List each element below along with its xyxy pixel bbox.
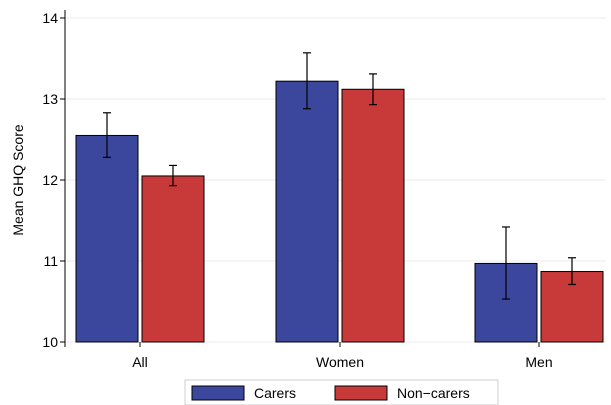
y-tick-label: 11	[43, 253, 58, 269]
error-bars	[103, 52, 576, 300]
legend-label: Carers	[254, 385, 296, 401]
y-tick-label: 12	[42, 172, 58, 188]
y-tick-label: 13	[42, 91, 58, 107]
x-tick-label: All	[132, 354, 148, 370]
bar-women-0	[275, 80, 339, 343]
bar-all-0	[75, 134, 139, 343]
y-tick-label: 14	[42, 10, 58, 26]
y-axis-label: Mean GHQ Score	[10, 124, 26, 235]
legend: Carers Non−carers	[184, 379, 499, 405]
x-tick-label: Women	[316, 354, 364, 370]
bar-all-1	[141, 175, 205, 343]
x-axis-ticks: All Women Men	[132, 342, 553, 370]
y-axis-ticks: 10 11 12 13 14	[42, 10, 65, 350]
legend-label: Non−carers	[397, 385, 470, 401]
y-tick-label: 10	[42, 334, 58, 350]
legend-swatch	[191, 385, 245, 401]
x-tick-label: Men	[525, 354, 552, 370]
legend-swatch	[334, 385, 388, 401]
bars	[75, 80, 604, 343]
bar-women-1	[341, 88, 405, 343]
